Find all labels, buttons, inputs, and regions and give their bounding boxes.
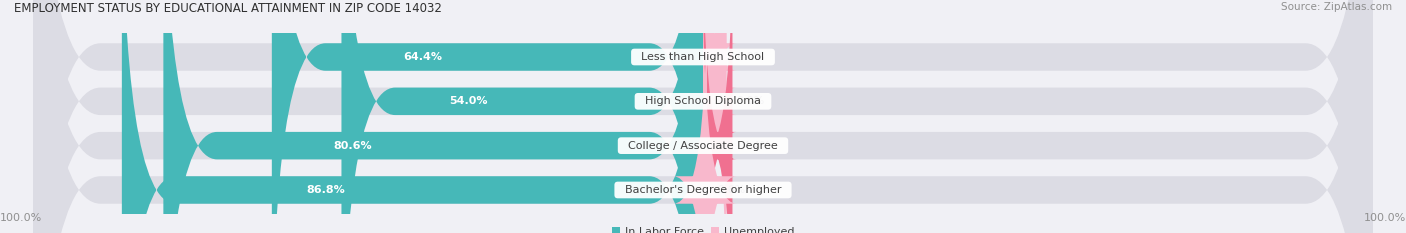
Text: College / Associate Degree: College / Associate Degree	[621, 141, 785, 151]
Text: 0.6%: 0.6%	[717, 185, 745, 195]
FancyBboxPatch shape	[693, 0, 737, 233]
FancyBboxPatch shape	[271, 0, 703, 233]
FancyBboxPatch shape	[34, 0, 1372, 233]
Text: Source: ZipAtlas.com: Source: ZipAtlas.com	[1281, 2, 1392, 12]
FancyBboxPatch shape	[34, 0, 1372, 233]
FancyBboxPatch shape	[699, 0, 737, 233]
Text: 0.0%: 0.0%	[737, 52, 765, 62]
Text: High School Diploma: High School Diploma	[638, 96, 768, 106]
Text: Bachelor's Degree or higher: Bachelor's Degree or higher	[617, 185, 789, 195]
Text: 100.0%: 100.0%	[1364, 213, 1406, 223]
FancyBboxPatch shape	[34, 0, 1372, 233]
FancyBboxPatch shape	[34, 0, 1372, 233]
Text: 86.8%: 86.8%	[307, 185, 344, 195]
Text: 80.6%: 80.6%	[333, 141, 371, 151]
Legend: In Labor Force, Unemployed: In Labor Force, Unemployed	[607, 223, 799, 233]
Text: 0.0%: 0.0%	[737, 96, 765, 106]
FancyBboxPatch shape	[693, 0, 737, 233]
FancyBboxPatch shape	[673, 0, 737, 233]
Text: 54.0%: 54.0%	[449, 96, 488, 106]
Text: 64.4%: 64.4%	[404, 52, 443, 62]
FancyBboxPatch shape	[342, 0, 703, 233]
Text: 100.0%: 100.0%	[0, 213, 42, 223]
Text: EMPLOYMENT STATUS BY EDUCATIONAL ATTAINMENT IN ZIP CODE 14032: EMPLOYMENT STATUS BY EDUCATIONAL ATTAINM…	[14, 2, 441, 15]
FancyBboxPatch shape	[163, 0, 703, 233]
Text: 4.4%: 4.4%	[742, 141, 770, 151]
FancyBboxPatch shape	[122, 0, 703, 233]
Text: Less than High School: Less than High School	[634, 52, 772, 62]
